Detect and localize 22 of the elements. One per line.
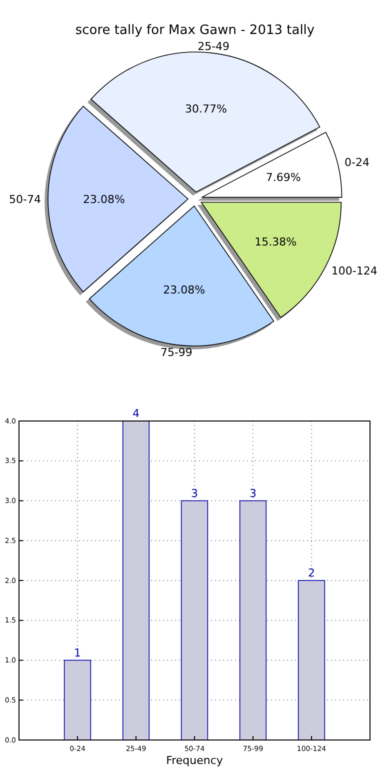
slice-label: 50-74: [9, 193, 41, 206]
data-label: 7.69%: [266, 171, 301, 184]
data-label: 23.08%: [83, 193, 125, 206]
data-label: 2: [308, 566, 315, 580]
data-label: 3: [191, 486, 198, 500]
bar: [64, 660, 92, 740]
slice-label: 0-24: [344, 156, 370, 170]
bar: [122, 420, 150, 740]
x-axis-title: Frequency: [166, 754, 224, 767]
data-label: 23.08%: [163, 283, 206, 296]
data-label: 3: [250, 486, 256, 500]
slice-label: 75-99: [160, 346, 192, 359]
bar: [239, 500, 267, 740]
slice-label: 100-124: [331, 264, 378, 278]
data-label: 30.77%: [185, 102, 227, 116]
chart-title: score tally for Max Gawn - 2013 tally: [75, 23, 315, 38]
data-label: 15.38%: [254, 235, 297, 248]
data-label: 1: [74, 646, 81, 660]
data-label: 4: [132, 407, 140, 420]
bar: [298, 580, 326, 740]
bar: [180, 500, 208, 740]
slice-label: 25-49: [198, 40, 230, 54]
